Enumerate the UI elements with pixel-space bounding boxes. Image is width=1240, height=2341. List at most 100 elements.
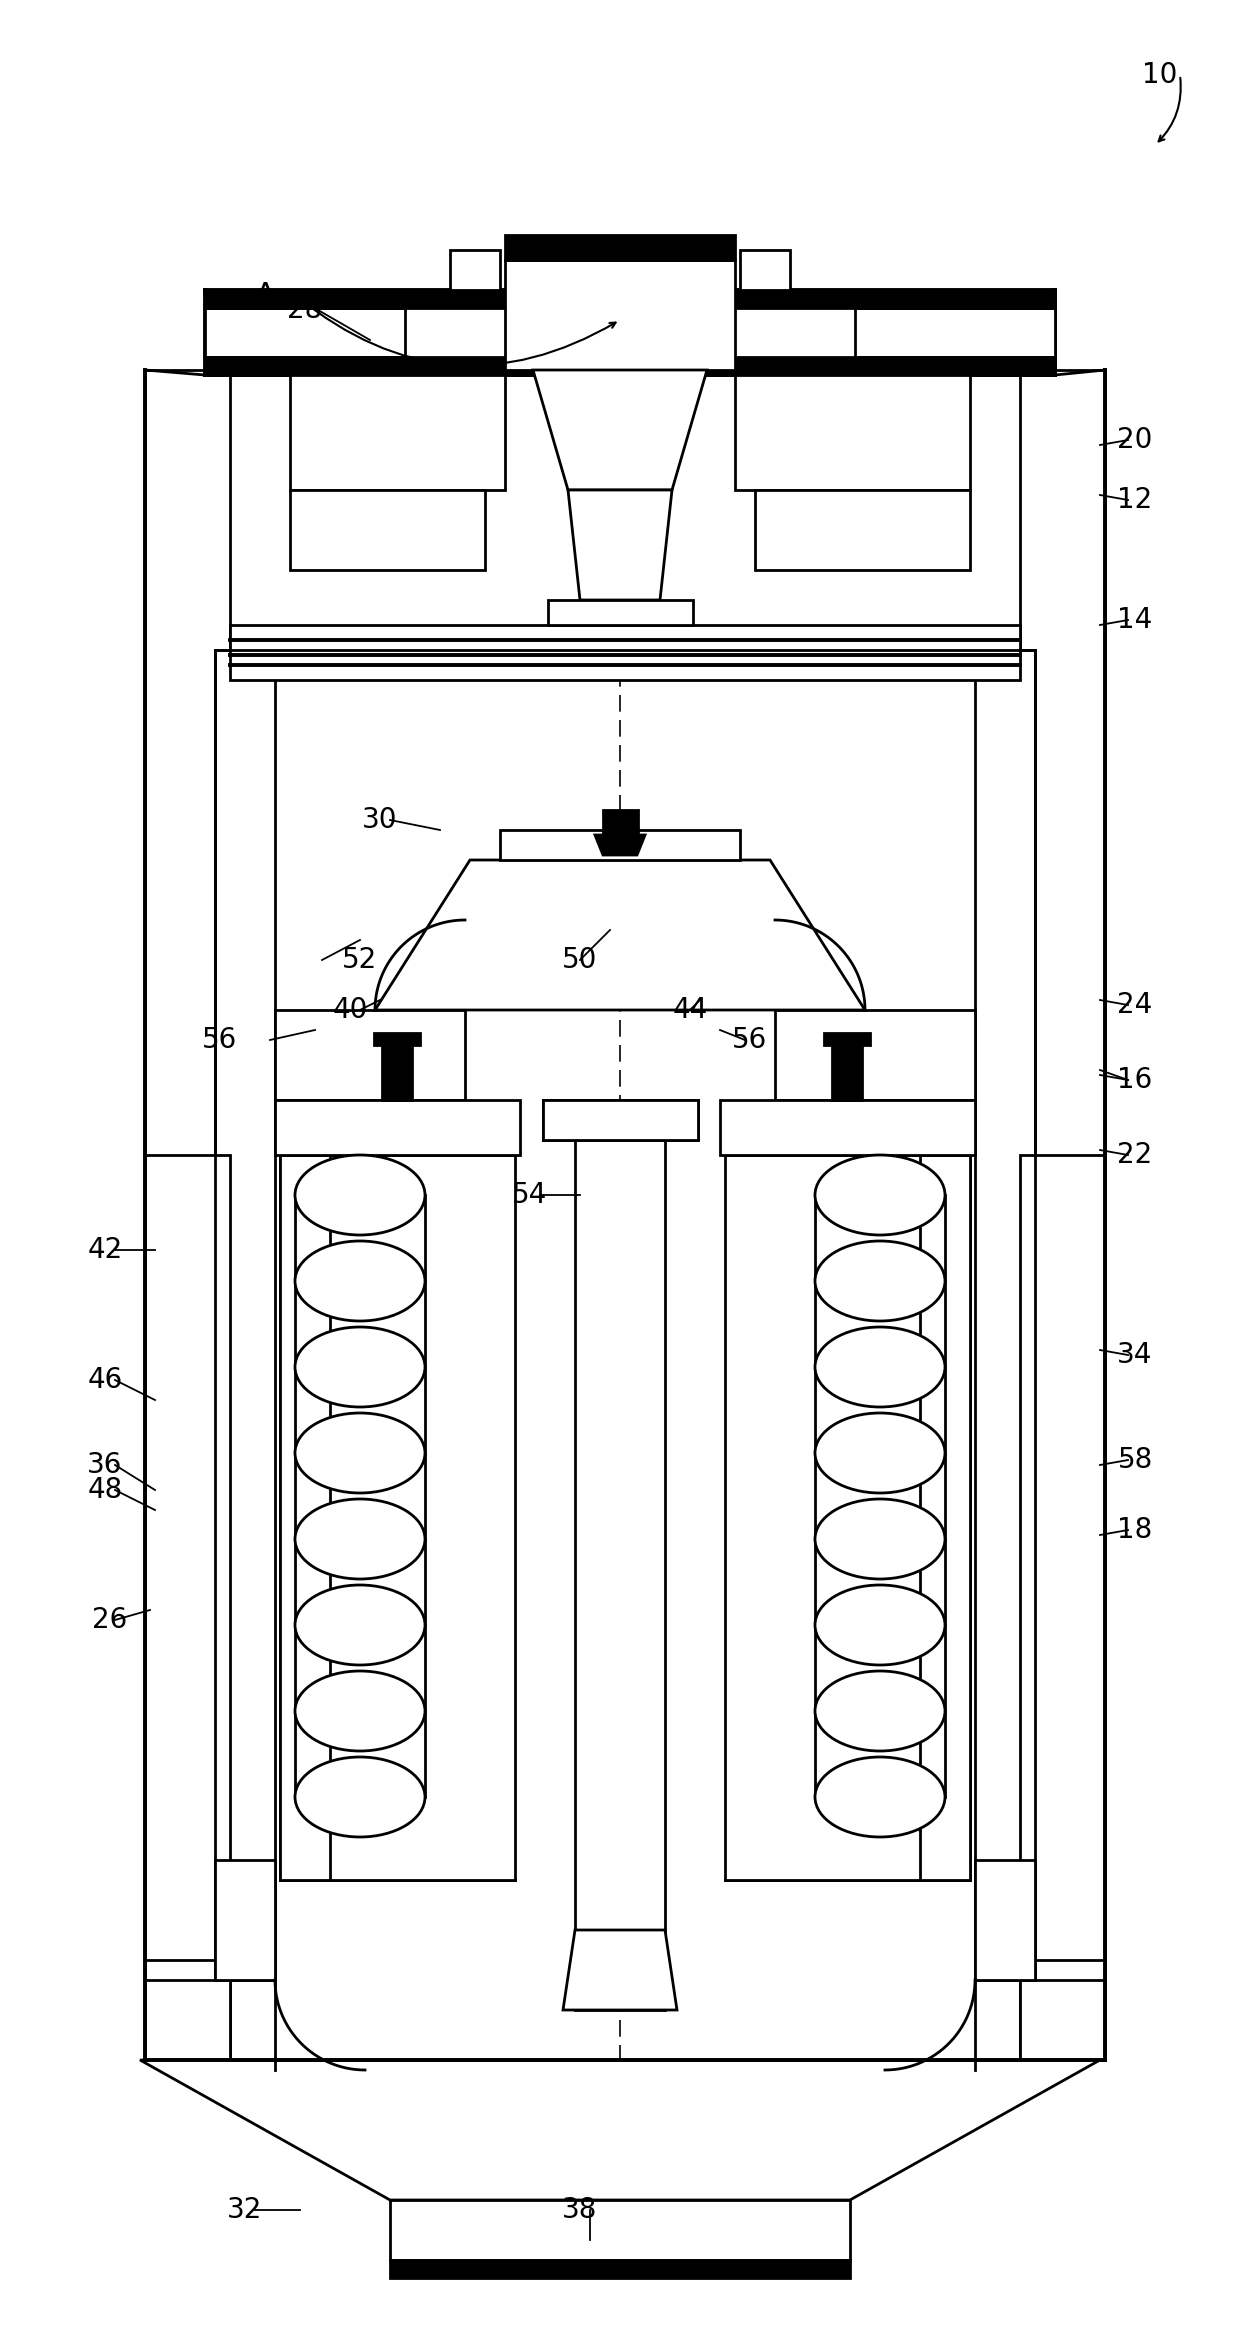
Ellipse shape xyxy=(295,1498,425,1578)
Bar xyxy=(280,1154,330,1880)
Text: 34: 34 xyxy=(1117,1341,1153,1369)
Bar xyxy=(382,1044,412,1100)
Bar xyxy=(975,1861,1035,1980)
Bar xyxy=(575,1100,665,2011)
Bar xyxy=(215,651,275,1980)
Bar xyxy=(280,1154,515,1880)
Bar xyxy=(374,1032,420,1044)
Bar xyxy=(543,1100,698,1140)
Polygon shape xyxy=(775,1009,975,1100)
Bar xyxy=(603,810,639,836)
Ellipse shape xyxy=(815,1327,945,1407)
Text: 48: 48 xyxy=(87,1475,123,1503)
Bar xyxy=(920,1154,970,1880)
Text: 54: 54 xyxy=(512,1180,548,1208)
Ellipse shape xyxy=(815,1758,945,1838)
Ellipse shape xyxy=(815,1671,945,1751)
Bar xyxy=(920,1154,970,1880)
Bar xyxy=(215,1861,275,1980)
Text: 18: 18 xyxy=(1117,1517,1153,1545)
Bar xyxy=(975,1861,1035,1980)
Bar xyxy=(280,1154,330,1880)
Bar xyxy=(290,370,505,489)
Bar xyxy=(856,309,1055,356)
Text: 42: 42 xyxy=(87,1236,123,1264)
Bar xyxy=(543,1100,698,1140)
Bar xyxy=(145,370,229,2060)
Text: 58: 58 xyxy=(1117,1447,1153,1475)
Polygon shape xyxy=(595,836,645,854)
Bar xyxy=(1021,1154,1105,1959)
Bar xyxy=(500,831,740,859)
Text: 16: 16 xyxy=(1117,1065,1153,1093)
Bar xyxy=(548,599,693,625)
Bar xyxy=(1021,1980,1105,2060)
Bar xyxy=(290,370,505,489)
Bar xyxy=(505,260,735,370)
Text: 50: 50 xyxy=(562,946,598,974)
Text: 10: 10 xyxy=(1142,61,1178,89)
Ellipse shape xyxy=(295,1241,425,1320)
Text: 20: 20 xyxy=(1117,426,1153,454)
Text: 56: 56 xyxy=(202,1025,238,1053)
Bar xyxy=(832,1044,862,1100)
Bar xyxy=(505,234,735,260)
Bar xyxy=(205,290,1055,309)
Bar xyxy=(720,1100,975,1154)
Bar xyxy=(391,2201,849,2259)
Bar xyxy=(856,309,1055,356)
Bar xyxy=(215,1861,275,1980)
Bar xyxy=(215,651,275,1980)
Text: 22: 22 xyxy=(1117,1140,1153,1168)
Bar xyxy=(205,309,405,356)
Bar xyxy=(1021,1980,1105,2060)
Bar xyxy=(205,309,405,356)
Ellipse shape xyxy=(815,1414,945,1494)
Text: 32: 32 xyxy=(227,2196,263,2224)
Bar xyxy=(275,1100,520,1154)
Text: 28: 28 xyxy=(288,295,322,323)
Bar xyxy=(725,1154,970,1880)
Bar xyxy=(543,1100,698,1140)
Bar xyxy=(229,625,1021,679)
Ellipse shape xyxy=(295,1327,425,1407)
Bar xyxy=(735,370,970,489)
Bar xyxy=(1021,370,1105,2060)
Ellipse shape xyxy=(295,1414,425,1494)
Bar xyxy=(290,489,485,569)
Bar xyxy=(975,651,1035,1980)
Ellipse shape xyxy=(815,1154,945,1236)
Text: 40: 40 xyxy=(332,995,368,1023)
Bar xyxy=(505,260,735,370)
Text: 44: 44 xyxy=(672,995,708,1023)
Ellipse shape xyxy=(295,1154,425,1236)
Bar xyxy=(1021,370,1105,2060)
Bar xyxy=(145,1154,229,1959)
Text: 38: 38 xyxy=(562,2196,598,2224)
Bar xyxy=(205,356,1055,375)
Ellipse shape xyxy=(295,1758,425,1838)
Bar xyxy=(145,1154,229,1959)
Polygon shape xyxy=(533,370,707,489)
Bar xyxy=(145,370,229,2060)
Bar xyxy=(145,1980,229,2060)
Ellipse shape xyxy=(295,1671,425,1751)
Bar xyxy=(1021,1154,1105,1959)
Text: 46: 46 xyxy=(87,1367,123,1393)
Bar xyxy=(735,370,970,489)
Bar xyxy=(275,1100,520,1154)
Polygon shape xyxy=(563,1929,677,2011)
Ellipse shape xyxy=(815,1585,945,1664)
Ellipse shape xyxy=(815,1498,945,1578)
Text: 12: 12 xyxy=(1117,487,1153,515)
Ellipse shape xyxy=(295,1585,425,1664)
Bar xyxy=(450,250,500,290)
Polygon shape xyxy=(568,489,672,599)
Bar xyxy=(391,2259,849,2278)
Text: A: A xyxy=(254,281,275,309)
Text: 30: 30 xyxy=(362,805,398,833)
Bar xyxy=(975,651,1035,1980)
Text: 26: 26 xyxy=(92,1606,128,1634)
Bar xyxy=(825,1032,870,1044)
Bar xyxy=(720,1100,975,1154)
